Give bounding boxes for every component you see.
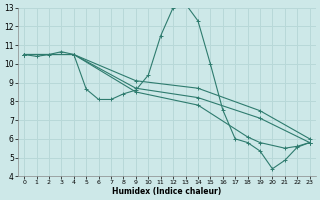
X-axis label: Humidex (Indice chaleur): Humidex (Indice chaleur) (112, 187, 221, 196)
